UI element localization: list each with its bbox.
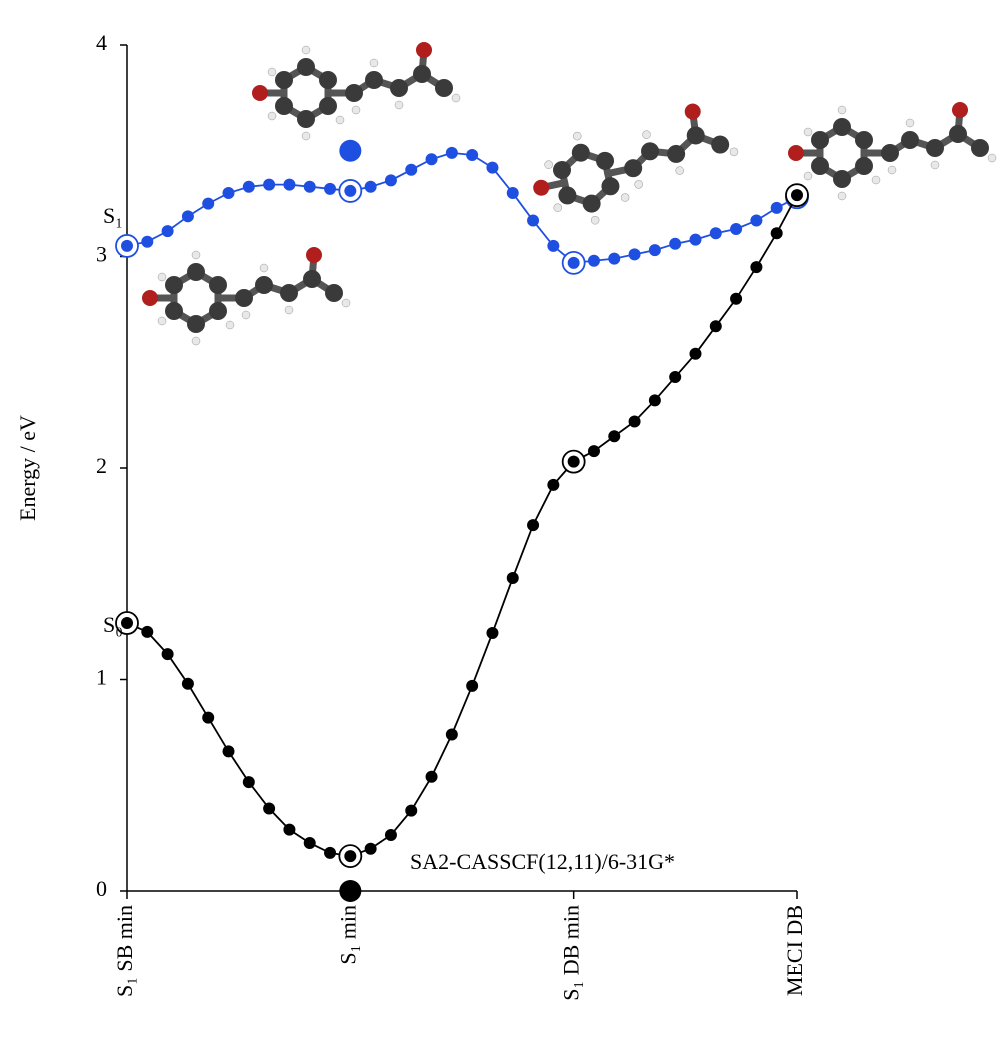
data-point — [405, 163, 418, 176]
series-label: S₀ — [103, 612, 123, 637]
data-point — [527, 519, 540, 532]
data-point — [608, 252, 621, 265]
data-point — [445, 728, 458, 741]
data-point — [506, 571, 519, 584]
data-point — [770, 227, 783, 240]
data-point — [770, 201, 783, 214]
data-point — [141, 235, 154, 248]
x-tick-label: MECI DB — [782, 905, 807, 996]
data-point — [730, 292, 743, 305]
x-tick-label: S₁ min — [335, 905, 360, 965]
data-point — [730, 223, 743, 236]
molecule — [523, 96, 747, 235]
data-point — [263, 178, 276, 191]
molecule — [252, 42, 460, 140]
data-point — [202, 711, 215, 724]
data-point — [466, 679, 479, 692]
data-point — [384, 828, 397, 841]
data-point — [161, 225, 174, 238]
data-point — [750, 214, 763, 227]
data-point — [466, 148, 479, 161]
data-point — [364, 180, 377, 193]
y-tick-label: 1 — [96, 665, 107, 690]
data-point — [344, 184, 357, 197]
series-label: S₁ — [103, 203, 123, 228]
data-point — [161, 648, 174, 661]
data-point — [283, 178, 296, 191]
molecule-structures — [142, 42, 996, 345]
series-line — [126, 151, 798, 264]
data-point — [669, 371, 682, 384]
data-point — [567, 455, 580, 468]
data-point — [405, 804, 418, 817]
data-point — [445, 146, 458, 159]
data-point — [648, 244, 661, 257]
data-point — [242, 776, 255, 789]
data-point — [324, 182, 337, 195]
data-point — [202, 197, 215, 210]
data-point — [709, 227, 722, 240]
data-point — [222, 745, 235, 758]
data-point — [689, 233, 702, 246]
data-point — [567, 256, 580, 269]
data-point — [324, 846, 337, 859]
x-tick-label: S₁ SB min — [112, 905, 137, 997]
reference-point — [339, 880, 362, 902]
reference-point — [339, 139, 362, 162]
data-point — [121, 239, 133, 252]
data-point — [648, 394, 661, 407]
molecule — [142, 247, 350, 345]
data-point — [141, 625, 154, 638]
data-point — [425, 153, 438, 166]
data-point — [547, 239, 560, 252]
data-point — [303, 836, 316, 849]
data-point — [689, 347, 702, 360]
y-tick-label: 2 — [96, 453, 107, 478]
data-point — [242, 180, 255, 193]
series-line — [126, 194, 798, 858]
molecule — [788, 102, 996, 200]
data-point — [486, 161, 499, 174]
data-point — [425, 770, 438, 783]
data-point — [608, 430, 621, 443]
data-point — [791, 189, 803, 202]
data-point — [303, 180, 316, 193]
data-point — [121, 617, 133, 630]
data-point — [506, 187, 519, 200]
data-point — [263, 802, 276, 815]
data-point — [709, 320, 722, 333]
y-tick-label: 4 — [96, 30, 107, 55]
data-point — [527, 214, 540, 227]
y-tick-label: 3 — [96, 242, 107, 267]
data-point — [587, 445, 600, 458]
data-point — [384, 174, 397, 187]
data-point — [181, 677, 194, 690]
annotation: SA2-CASSCF(12,11)/6-31G* — [410, 849, 675, 874]
data-point — [628, 248, 641, 261]
data-point — [669, 237, 682, 250]
data-point — [344, 850, 357, 863]
data-point — [486, 626, 499, 639]
data-point — [750, 261, 763, 274]
y-tick-label: 0 — [96, 876, 107, 901]
x-tick-label: S₁ DB min — [559, 905, 584, 1001]
data-point — [587, 254, 600, 267]
data-point — [181, 210, 194, 223]
data-point — [364, 842, 377, 855]
data-point — [222, 187, 235, 200]
y-axis-label: Energy / eV — [15, 415, 40, 521]
data-point — [547, 478, 560, 491]
data-point — [628, 415, 641, 428]
data-point — [283, 823, 296, 836]
